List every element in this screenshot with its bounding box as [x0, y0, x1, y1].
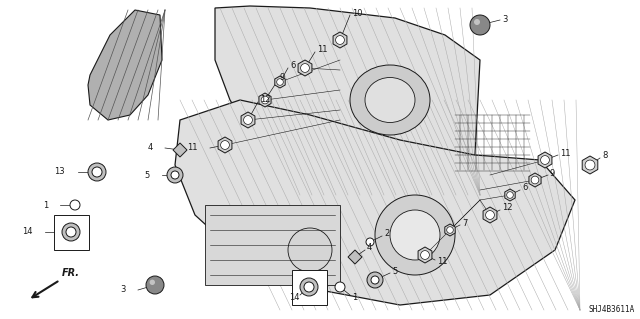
Polygon shape	[298, 60, 312, 76]
Circle shape	[474, 19, 480, 25]
Polygon shape	[529, 173, 541, 187]
Text: 11: 11	[188, 144, 198, 152]
Ellipse shape	[365, 78, 415, 122]
Circle shape	[507, 192, 513, 198]
Circle shape	[244, 115, 252, 124]
Polygon shape	[175, 100, 575, 305]
Polygon shape	[259, 93, 271, 107]
Text: 1: 1	[43, 201, 48, 210]
Circle shape	[167, 167, 183, 183]
Circle shape	[375, 195, 455, 275]
Text: 14: 14	[22, 227, 33, 236]
Text: 4: 4	[367, 243, 372, 253]
Text: 1: 1	[352, 293, 357, 301]
Text: 11: 11	[437, 257, 447, 266]
Circle shape	[335, 282, 345, 292]
Text: 5: 5	[392, 266, 397, 276]
Polygon shape	[333, 32, 347, 48]
Text: FR.: FR.	[62, 268, 80, 278]
Text: 12: 12	[502, 204, 513, 212]
Text: 10: 10	[352, 9, 362, 18]
Circle shape	[171, 171, 179, 179]
Circle shape	[70, 200, 80, 210]
Circle shape	[276, 79, 284, 85]
Bar	[292, 270, 327, 305]
Polygon shape	[241, 112, 255, 128]
Circle shape	[335, 36, 344, 44]
Circle shape	[261, 96, 269, 104]
Circle shape	[221, 141, 229, 149]
Polygon shape	[538, 152, 552, 168]
Text: 4: 4	[148, 143, 153, 152]
Circle shape	[367, 272, 383, 288]
Circle shape	[150, 279, 155, 285]
Circle shape	[88, 163, 106, 181]
Text: 3: 3	[120, 286, 126, 294]
Text: 13: 13	[54, 167, 65, 176]
Circle shape	[304, 282, 314, 292]
Ellipse shape	[350, 65, 430, 135]
Text: 7: 7	[462, 219, 467, 227]
Text: 9: 9	[550, 168, 556, 177]
Circle shape	[366, 238, 374, 246]
Text: 6: 6	[522, 183, 527, 192]
Polygon shape	[88, 10, 162, 120]
Text: 11: 11	[560, 149, 570, 158]
Text: 3: 3	[502, 16, 508, 25]
Text: 8: 8	[602, 152, 607, 160]
Circle shape	[66, 227, 76, 237]
Polygon shape	[418, 247, 432, 263]
Circle shape	[470, 15, 490, 35]
Circle shape	[447, 227, 453, 233]
Polygon shape	[215, 6, 480, 195]
Circle shape	[300, 278, 318, 296]
Polygon shape	[483, 207, 497, 223]
Text: 2: 2	[384, 229, 389, 239]
Circle shape	[92, 167, 102, 177]
Text: 14: 14	[289, 293, 300, 302]
Text: 9: 9	[280, 73, 285, 83]
Polygon shape	[275, 76, 285, 88]
Circle shape	[585, 160, 595, 170]
Circle shape	[531, 176, 539, 184]
Text: 6: 6	[290, 62, 296, 70]
Circle shape	[486, 211, 494, 219]
Polygon shape	[445, 224, 455, 236]
Text: 11: 11	[317, 46, 328, 55]
Circle shape	[541, 156, 549, 164]
Bar	[54, 215, 89, 250]
Bar	[205, 205, 340, 285]
Polygon shape	[218, 137, 232, 153]
Text: 5: 5	[145, 170, 150, 180]
Polygon shape	[582, 156, 598, 174]
Circle shape	[146, 276, 164, 294]
Circle shape	[288, 228, 332, 272]
Polygon shape	[505, 189, 515, 201]
Circle shape	[420, 251, 429, 259]
Circle shape	[390, 210, 440, 260]
Text: SHJ4B3611A: SHJ4B3611A	[589, 305, 635, 314]
Circle shape	[371, 276, 379, 284]
Text: 12: 12	[260, 95, 271, 105]
Polygon shape	[173, 143, 187, 157]
Circle shape	[301, 63, 309, 72]
Circle shape	[62, 223, 80, 241]
Polygon shape	[348, 250, 362, 264]
